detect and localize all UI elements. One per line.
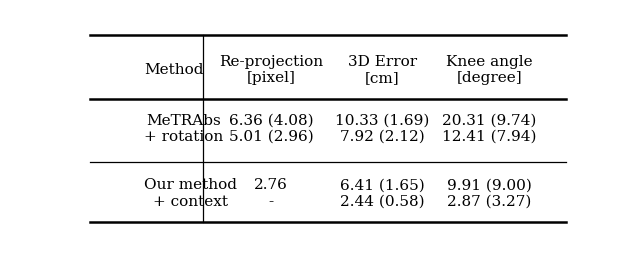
Text: 6.41 (1.65)
2.44 (0.58): 6.41 (1.65) 2.44 (0.58) [340,178,425,208]
Text: Method: Method [145,63,204,76]
Text: 6.36 (4.08)
5.01 (2.96): 6.36 (4.08) 5.01 (2.96) [228,113,314,143]
Text: 3D Error
[cm]: 3D Error [cm] [348,55,417,85]
Text: 20.31 (9.74)
12.41 (7.94): 20.31 (9.74) 12.41 (7.94) [442,113,536,143]
Text: Knee angle
[degree]: Knee angle [degree] [446,55,532,85]
Text: Our method
+ context: Our method + context [145,178,237,208]
Text: MeTRAbs
+ rotation: MeTRAbs + rotation [145,113,224,143]
Text: 9.91 (9.00)
2.87 (3.27): 9.91 (9.00) 2.87 (3.27) [447,178,532,208]
Text: 2.76
-: 2.76 - [254,178,288,208]
Text: Re-projection
[pixel]: Re-projection [pixel] [219,55,323,85]
Text: 10.33 (1.69)
7.92 (2.12): 10.33 (1.69) 7.92 (2.12) [335,113,429,143]
